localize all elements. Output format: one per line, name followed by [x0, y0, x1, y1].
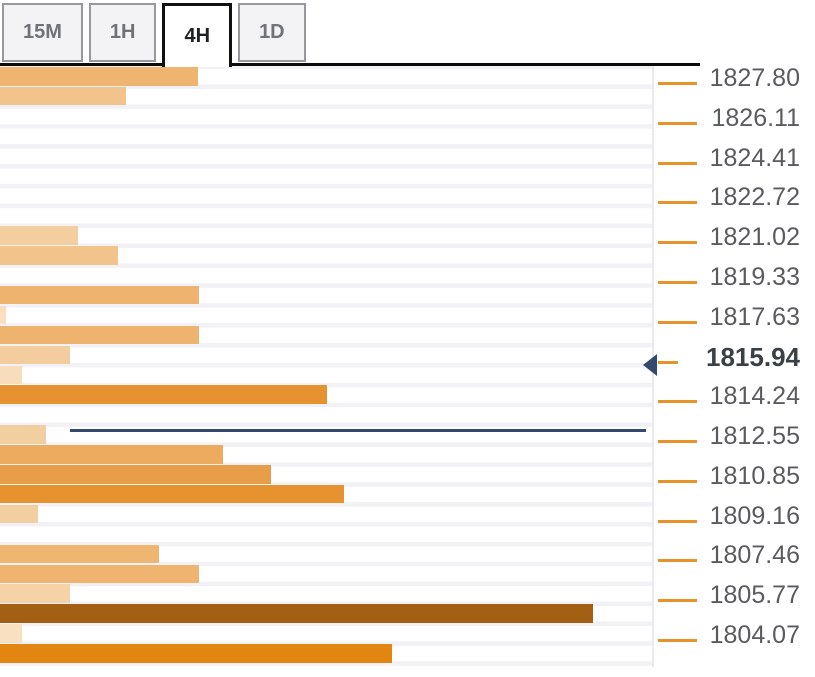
- volume-bar: [0, 325, 199, 345]
- price-label: 1817.63: [709, 302, 800, 331]
- price-tick: [658, 320, 697, 324]
- tab-15m[interactable]: 15M: [2, 3, 83, 62]
- volume-bar: [0, 465, 271, 484]
- volume-bar: [0, 226, 78, 245]
- current-price-label: 1815.94: [706, 341, 800, 372]
- price-label: 1826.11: [711, 103, 800, 132]
- volume-bar: [0, 385, 327, 404]
- current-price-tick: [658, 360, 678, 364]
- volume-bar: [0, 624, 22, 643]
- price-label: 1814.24: [709, 382, 800, 411]
- price-tick: [658, 599, 697, 603]
- tab-4h[interactable]: 4H: [162, 3, 233, 67]
- price-tick: [658, 201, 697, 205]
- price-tick: [658, 241, 697, 245]
- price-tick: [658, 559, 697, 563]
- price-tick: [658, 82, 697, 85]
- price-tick: [658, 161, 697, 165]
- volume-bar: [0, 445, 223, 464]
- price-tick: [658, 280, 697, 284]
- timeframe-tabs: 15M 1H 4H 1D: [2, 3, 306, 67]
- price-label: 1822.72: [709, 183, 800, 212]
- volume-bar: [0, 564, 199, 584]
- tab-1h[interactable]: 1H: [88, 3, 157, 62]
- volume-bar: [0, 425, 46, 444]
- volume-bar: [0, 504, 38, 524]
- current-price-line: [70, 429, 646, 432]
- volume-bar: [0, 644, 392, 663]
- price-label: 1804.07: [709, 621, 800, 649]
- volume-bar: [0, 285, 199, 305]
- tabs-bottom-border: [0, 63, 700, 66]
- volume-bar: [0, 484, 344, 504]
- volume-profile-chart: [0, 66, 654, 667]
- price-tick: [658, 479, 697, 483]
- volume-bar: [0, 305, 6, 325]
- price-label: 1809.16: [709, 501, 800, 530]
- price-label: 1824.41: [709, 143, 800, 172]
- volume-bar: [0, 544, 159, 564]
- volume-bar: [0, 365, 22, 385]
- price-tick: [658, 519, 697, 523]
- volume-bar: [0, 246, 118, 265]
- volume-bar: [0, 67, 198, 86]
- price-label: 1819.33: [709, 262, 800, 291]
- price-label: 1805.77: [709, 581, 800, 610]
- volume-bar: [0, 584, 70, 603]
- price-tick: [658, 121, 697, 125]
- volume-bar: [0, 604, 593, 623]
- volume-bar: [0, 86, 126, 106]
- tab-1d[interactable]: 1D: [238, 3, 306, 62]
- price-label: 1807.46: [709, 541, 800, 570]
- price-tick: [658, 440, 697, 444]
- price-tick: [658, 639, 697, 642]
- price-label: 1810.85: [709, 461, 800, 490]
- price-tick: [658, 400, 697, 404]
- price-label: 1827.80: [709, 64, 800, 92]
- price-label: 1821.02: [709, 223, 800, 252]
- volume-bar: [0, 345, 70, 365]
- current-price-arrow-icon: [643, 353, 657, 376]
- price-axis: 1827.80 1826.11 1824.41 1822.72 1821.02 1819.…: [640, 0, 815, 677]
- price-label: 1812.55: [709, 422, 800, 451]
